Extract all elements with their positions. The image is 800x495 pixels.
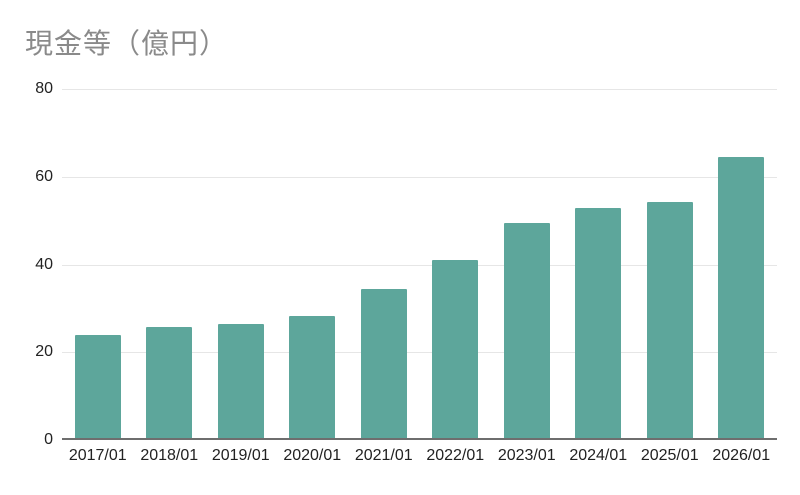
gridline — [62, 176, 777, 178]
y-tick-label: 20 — [35, 343, 53, 361]
x-tick-label: 2024/01 — [569, 447, 628, 464]
chart-title: 現金等（億円） — [25, 28, 229, 59]
y-tick-label: 60 — [35, 167, 53, 185]
gridline — [62, 89, 777, 90]
bar — [217, 324, 264, 438]
x-tick-label: 2022/01 — [426, 447, 485, 464]
x-tick-label: 2019/01 — [211, 447, 270, 464]
bar — [289, 316, 336, 438]
bar — [718, 157, 765, 438]
plot-area — [62, 89, 777, 440]
x-tick-label: 2017/01 — [68, 447, 127, 464]
gridline — [62, 352, 777, 354]
bar — [74, 334, 121, 438]
bar — [646, 202, 693, 438]
x-tick-label: 2018/01 — [140, 447, 199, 464]
x-tick-label: 2020/01 — [283, 447, 342, 464]
bar — [432, 260, 479, 438]
x-tick-label: 2021/01 — [354, 447, 413, 464]
bar — [575, 207, 622, 438]
x-tick-label: 2025/01 — [640, 447, 699, 464]
bar — [360, 288, 407, 438]
y-tick-label: 0 — [44, 431, 53, 448]
gridline — [62, 264, 777, 266]
y-tick-label: 80 — [35, 80, 53, 97]
y-tick-label: 40 — [35, 255, 53, 273]
bar — [146, 326, 193, 438]
x-tick-label: 2026/01 — [712, 447, 771, 464]
x-tick-label: 2023/01 — [497, 447, 556, 464]
bar — [503, 223, 550, 438]
